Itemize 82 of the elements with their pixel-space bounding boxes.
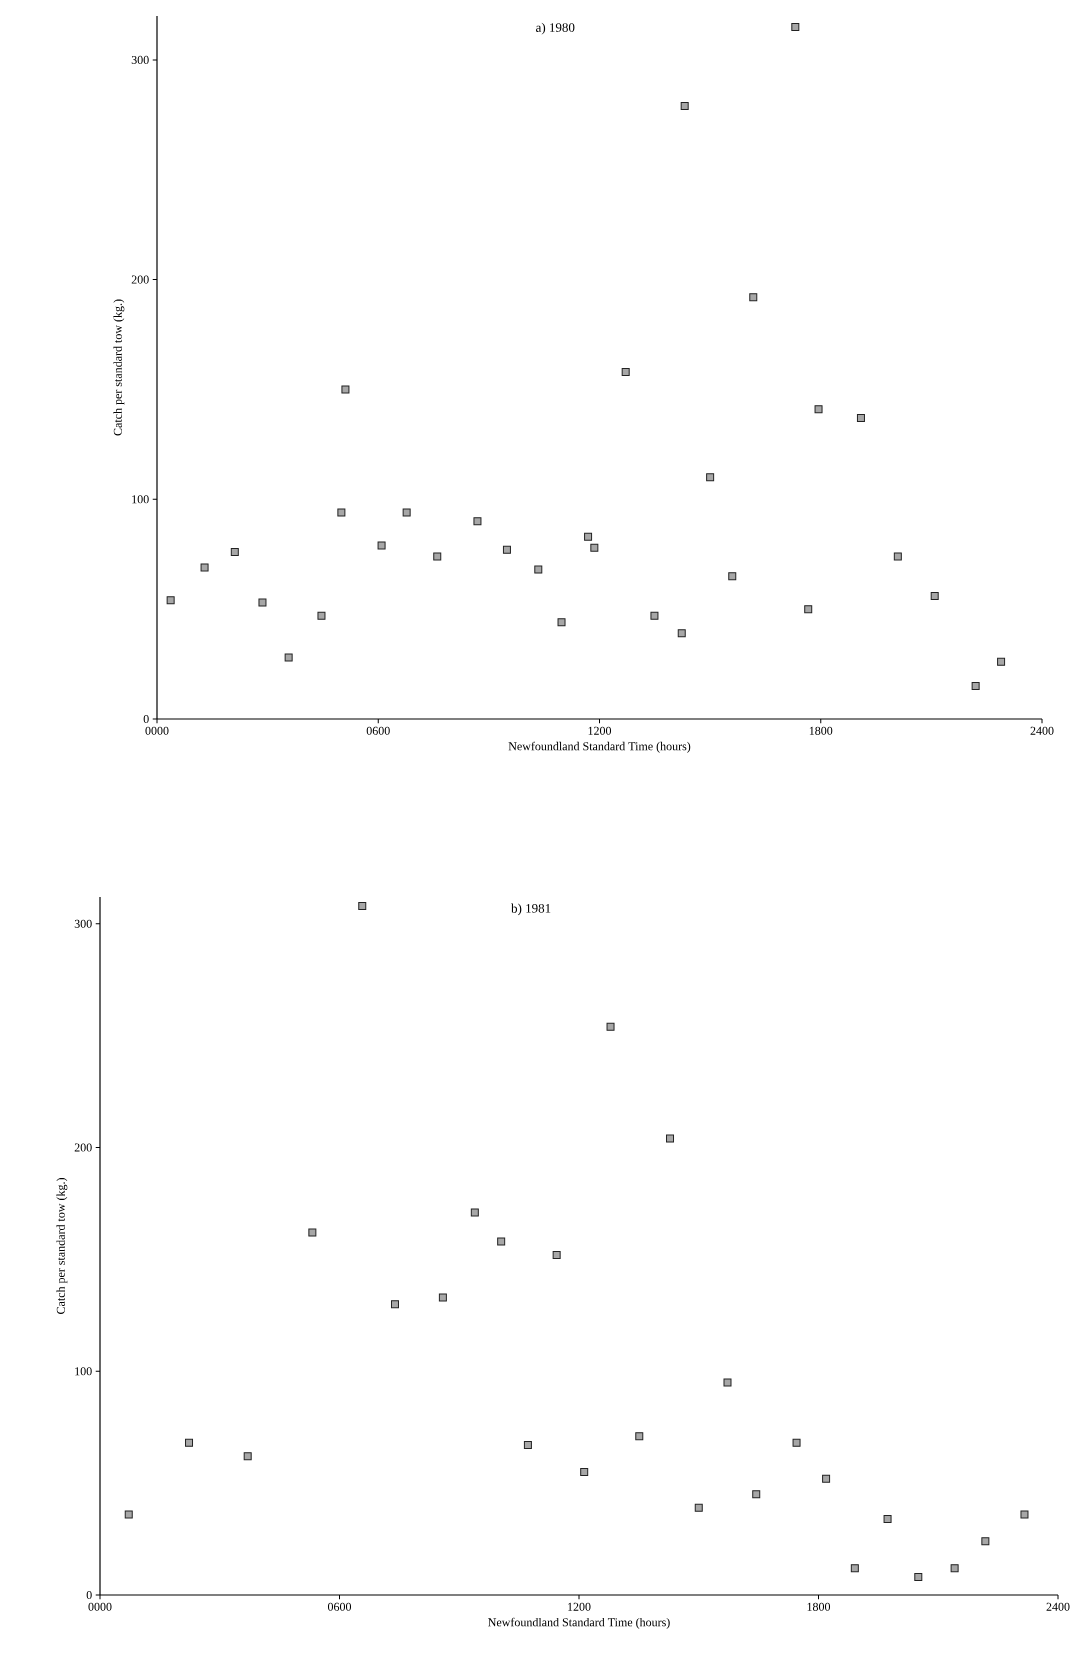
- y-tick-label: 100: [132, 495, 149, 504]
- point: [473, 517, 482, 526]
- point: [749, 293, 758, 302]
- point: [723, 1378, 732, 1387]
- x-tick-label: 2400: [1030, 726, 1054, 735]
- point: [523, 1441, 532, 1450]
- point: [728, 572, 737, 581]
- point: [337, 508, 346, 517]
- point: [856, 414, 865, 423]
- point: [284, 653, 293, 662]
- point: [230, 548, 239, 557]
- x-tick-label: 1800: [807, 1602, 831, 1611]
- x-axis-title: Newfoundland Standard Time (hours): [488, 1617, 670, 1629]
- point: [534, 565, 543, 574]
- point: [258, 598, 267, 607]
- y-axis-title: Catch per standard tow (kg.): [113, 299, 125, 436]
- point: [243, 1452, 252, 1461]
- point: [584, 532, 593, 541]
- point: [677, 629, 686, 638]
- point: [635, 1432, 644, 1441]
- x-tick-label: 2400: [1046, 1602, 1070, 1611]
- point: [822, 1474, 831, 1483]
- point: [666, 1134, 675, 1143]
- point: [433, 552, 442, 561]
- point: [850, 1564, 859, 1573]
- point: [580, 1467, 589, 1476]
- point: [1020, 1510, 1029, 1519]
- x-axis-title: Newfoundland Standard Time (hours): [508, 741, 691, 753]
- y-tick-label: 0: [143, 714, 149, 724]
- point: [792, 1438, 801, 1447]
- point: [470, 1208, 479, 1217]
- point: [971, 682, 980, 691]
- point: [694, 1503, 703, 1512]
- point: [752, 1490, 761, 1499]
- point: [997, 657, 1006, 666]
- y-tick-label: 300: [74, 919, 92, 928]
- x-tick-label: 1800: [809, 726, 833, 735]
- point: [402, 508, 411, 517]
- point: [124, 1510, 133, 1519]
- point: [200, 563, 209, 572]
- point: [883, 1514, 892, 1523]
- point: [706, 473, 715, 482]
- point: [950, 1564, 959, 1573]
- point: [621, 367, 630, 376]
- x-tick-label: 0600: [327, 1602, 352, 1611]
- y-tick-label: 100: [75, 1367, 92, 1376]
- y-axis-title: Catch per standard tow (kg.): [56, 1178, 68, 1314]
- point: [552, 1250, 561, 1259]
- point: [893, 552, 902, 561]
- point: [791, 22, 800, 31]
- point: [804, 605, 813, 614]
- x-tick-label: 1200: [588, 726, 612, 735]
- y-tick-label: 300: [131, 55, 149, 64]
- point: [317, 611, 326, 620]
- point: [680, 102, 689, 111]
- x-tick-label: 1200: [568, 1602, 591, 1611]
- point: [557, 618, 566, 627]
- point: [308, 1228, 317, 1237]
- x-tick-label: 0000: [88, 1602, 112, 1611]
- point: [606, 1022, 615, 1031]
- x-tick-label: 0000: [145, 726, 169, 735]
- point: [438, 1293, 447, 1302]
- y-tick-label: 0: [86, 1590, 92, 1600]
- point: [930, 591, 939, 600]
- x-tick-label: 0600: [366, 726, 390, 735]
- point: [914, 1573, 923, 1582]
- point: [590, 543, 599, 552]
- y-tick-label: 200: [74, 1143, 92, 1152]
- point: [814, 405, 823, 414]
- point: [358, 901, 367, 910]
- point: [377, 541, 386, 550]
- chart-title: a) 1980: [536, 22, 575, 35]
- point: [390, 1300, 399, 1309]
- point: [650, 611, 659, 620]
- chart-title: b) 1981: [511, 903, 551, 916]
- point: [341, 385, 350, 394]
- point: [502, 545, 511, 554]
- point: [497, 1237, 506, 1246]
- y-tick-label: 200: [131, 275, 149, 284]
- point: [981, 1537, 990, 1546]
- point: [185, 1438, 194, 1447]
- point: [166, 596, 175, 605]
